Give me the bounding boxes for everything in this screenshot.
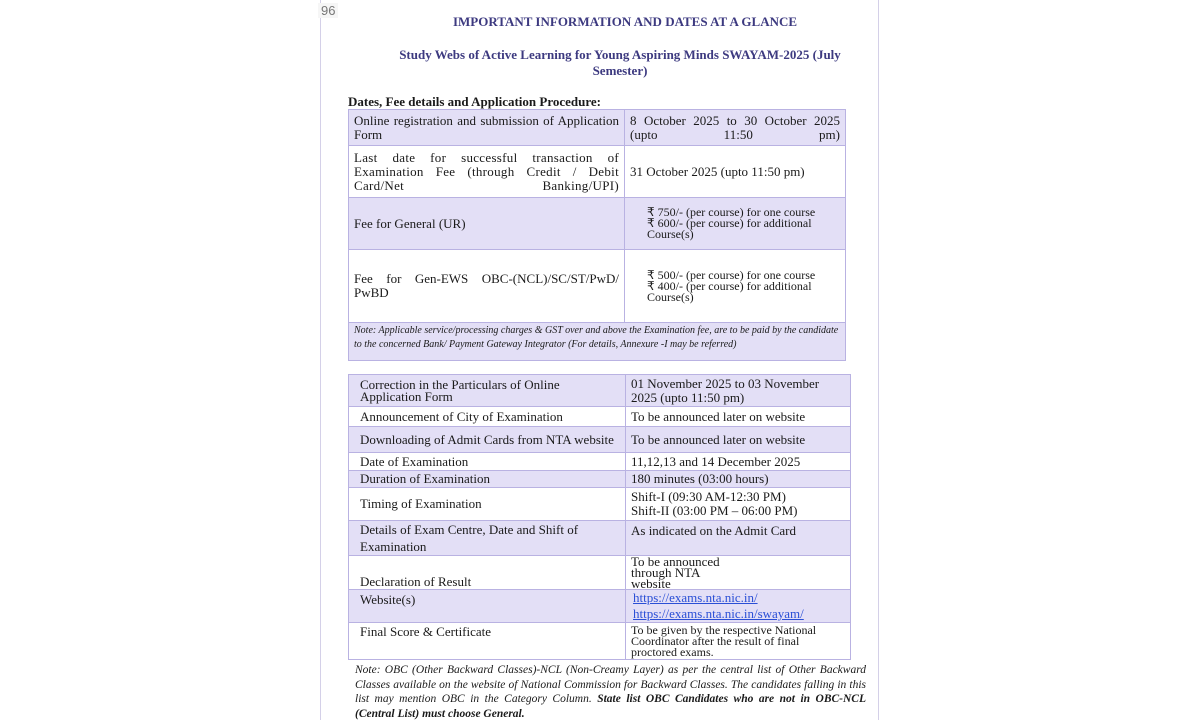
row-value: To be announced through NTA website	[625, 555, 851, 590]
page-subtitle: Study Webs of Active Learning for Young …	[399, 47, 841, 78]
row-value: ₹ 750/- (per course) for one course ₹ 60…	[624, 197, 846, 250]
table-row: Downloading of Admit Cards from NTA webs…	[348, 426, 851, 453]
fee-line: ₹ 600/- (per course) for additional Cour…	[647, 216, 812, 241]
row-label: Duration of Examination	[348, 470, 626, 488]
table-row: Website(s) https://exams.nta.nic.in/ htt…	[348, 589, 851, 623]
row-label: Declaration of Result	[348, 555, 626, 590]
row-label: Date of Examination	[348, 452, 626, 471]
row-label: Final Score & Certificate	[348, 622, 626, 660]
table-row: Timing of Examination Shift-I (09:30 AM-…	[348, 487, 851, 521]
row-value: ₹ 500/- (per course) for one course ₹ 40…	[624, 249, 846, 323]
row-label: Timing of Examination	[348, 487, 626, 521]
row-value: 180 minutes (03:00 hours)	[625, 470, 851, 488]
row-label: Details of Exam Centre, Date and Shift o…	[348, 520, 626, 556]
fee-dates-table: Online registration and submission of Ap…	[348, 109, 846, 361]
page-title: IMPORTANT INFORMATION AND DATES AT A GLA…	[452, 14, 798, 29]
fee-note: Note: Applicable service/processing char…	[348, 322, 846, 361]
row-label: Online registration and submission of Ap…	[348, 109, 625, 146]
table-row: Last date for successful transaction of …	[348, 145, 846, 198]
row-value: 11,12,13 and 14 December 2025	[625, 452, 851, 471]
table-row: Correction in the Particulars of Online …	[348, 374, 851, 407]
obc-footnote: Note: OBC (Other Backward Classes)-NCL (…	[355, 663, 866, 721]
row-value: To be given by the respective National C…	[625, 622, 851, 660]
row-label: Downloading of Admit Cards from NTA webs…	[348, 426, 626, 453]
fee-line: ₹ 500/- (per course) for one course	[647, 267, 816, 282]
row-value: 8 October 2025 to 30 October 2025 (upto …	[624, 109, 846, 146]
row-value: To be announced later on website	[625, 426, 851, 453]
row-label: Fee for General (UR)	[348, 197, 625, 250]
page-number: 96	[318, 3, 339, 18]
website-link-swayam[interactable]: https://exams.nta.nic.in/swayam/	[633, 606, 804, 621]
shift-line: Shift-II (03:00 PM – 06:00 PM)	[631, 503, 798, 518]
section-heading: Dates, Fee details and Application Proce…	[348, 94, 602, 109]
row-value: To be announced later on website	[625, 406, 851, 427]
table-row: Online registration and submission of Ap…	[348, 109, 846, 146]
table-row: Announcement of City of Examination To b…	[348, 406, 851, 427]
document-page	[320, 0, 879, 720]
fee-line: ₹ 400/- (per course) for additional Cour…	[647, 278, 812, 304]
row-value: 31 October 2025 (upto 11:50 pm)	[624, 145, 846, 198]
row-label: Fee for Gen-EWS OBC-(NCL)/SC/ST/PwD/ PwB…	[348, 249, 625, 323]
row-label: Announcement of City of Examination	[348, 406, 626, 427]
fee-line: ₹ 750/- (per course) for one course	[647, 205, 816, 219]
row-value: 01 November 2025 to 03 November 2025 (up…	[625, 374, 851, 407]
table-row: Declaration of Result To be announced th…	[348, 555, 851, 590]
row-label: Last date for successful transaction of …	[348, 145, 625, 198]
table-row: Fee for General (UR) ₹ 750/- (per course…	[348, 197, 846, 250]
table-row: Duration of Examination 180 minutes (03:…	[348, 470, 851, 488]
row-label: Correction in the Particulars of Online …	[348, 374, 626, 407]
footnote-bold: State list OBC Candidates who are not in…	[355, 693, 867, 720]
schedule-table: Correction in the Particulars of Online …	[348, 374, 851, 660]
row-value: https://exams.nta.nic.in/ https://exams.…	[625, 589, 851, 623]
table-row: Final Score & Certificate To be given by…	[348, 622, 851, 660]
table-row: Fee for Gen-EWS OBC-(NCL)/SC/ST/PwD/ PwB…	[348, 249, 846, 323]
website-link[interactable]: https://exams.nta.nic.in/	[633, 590, 758, 605]
row-value: As indicated on the Admit Card	[625, 520, 851, 556]
table-row: Details of Exam Centre, Date and Shift o…	[348, 520, 851, 556]
shift-line: Shift-I (09:30 AM-12:30 PM)	[631, 489, 786, 504]
table-row: Date of Examination 11,12,13 and 14 Dece…	[348, 452, 851, 471]
table-note-row: Note: Applicable service/processing char…	[348, 322, 846, 361]
row-label: Website(s)	[348, 589, 626, 623]
row-value: Shift-I (09:30 AM-12:30 PM) Shift-II (03…	[625, 487, 851, 521]
footnote-text: Note: OBC (Other Backward Classes)-NCL (…	[355, 664, 866, 705]
